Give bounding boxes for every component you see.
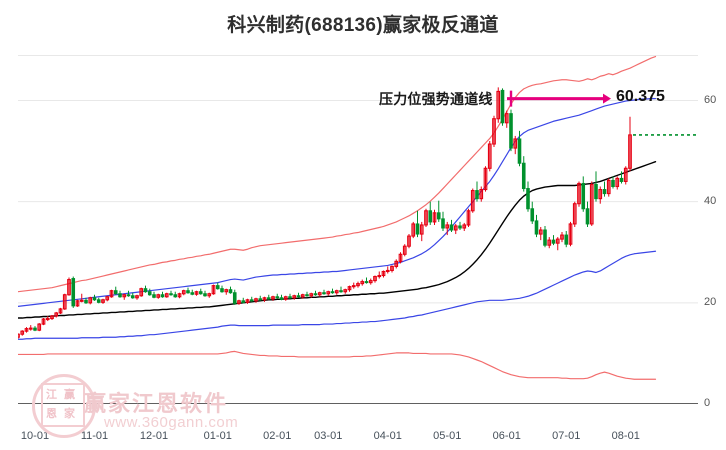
channel-bands (18, 55, 657, 380)
chart-plot-area[interactable] (18, 55, 698, 404)
y-axis-tick-label: 40 (704, 194, 717, 207)
x-axis-tick-label: 01-01 (203, 430, 232, 442)
y-axis-tick-label: 20 (704, 295, 717, 308)
x-axis-tick-label: 11-01 (80, 430, 109, 442)
gridlines (18, 55, 698, 404)
x-axis-tick-label: 05-01 (433, 430, 462, 442)
resistance-price-label: 60.375 (616, 87, 665, 105)
watermark-url: www.360gann.com (104, 414, 239, 431)
x-axis-tick-label: 10-01 (20, 430, 50, 442)
x-axis-tick-label: 12-01 (139, 430, 169, 442)
x-axis-tick-label: 04-01 (373, 430, 402, 442)
seal-char-3: 恩 (46, 408, 57, 420)
page-title: 科兴制药(688136)赢家极反通道 (227, 15, 499, 36)
x-axis-tick-label: 08-01 (611, 430, 640, 442)
chart-canvas (18, 55, 698, 404)
y-axis-tick-label: 0 (704, 397, 711, 409)
seal-char-4: 家 (64, 408, 75, 420)
x-axis-tick-label: 07-01 (552, 430, 581, 442)
y-axis-tick-label: 60 (704, 93, 717, 106)
x-axis-tick-label: 03-01 (314, 430, 343, 442)
x-axis-tick-label: 06-01 (492, 430, 521, 442)
candlestick-series (18, 87, 632, 339)
x-axis-tick-label: 02-01 (263, 430, 292, 442)
resistance-annotation-label: 压力位强势通道线 (379, 90, 493, 107)
